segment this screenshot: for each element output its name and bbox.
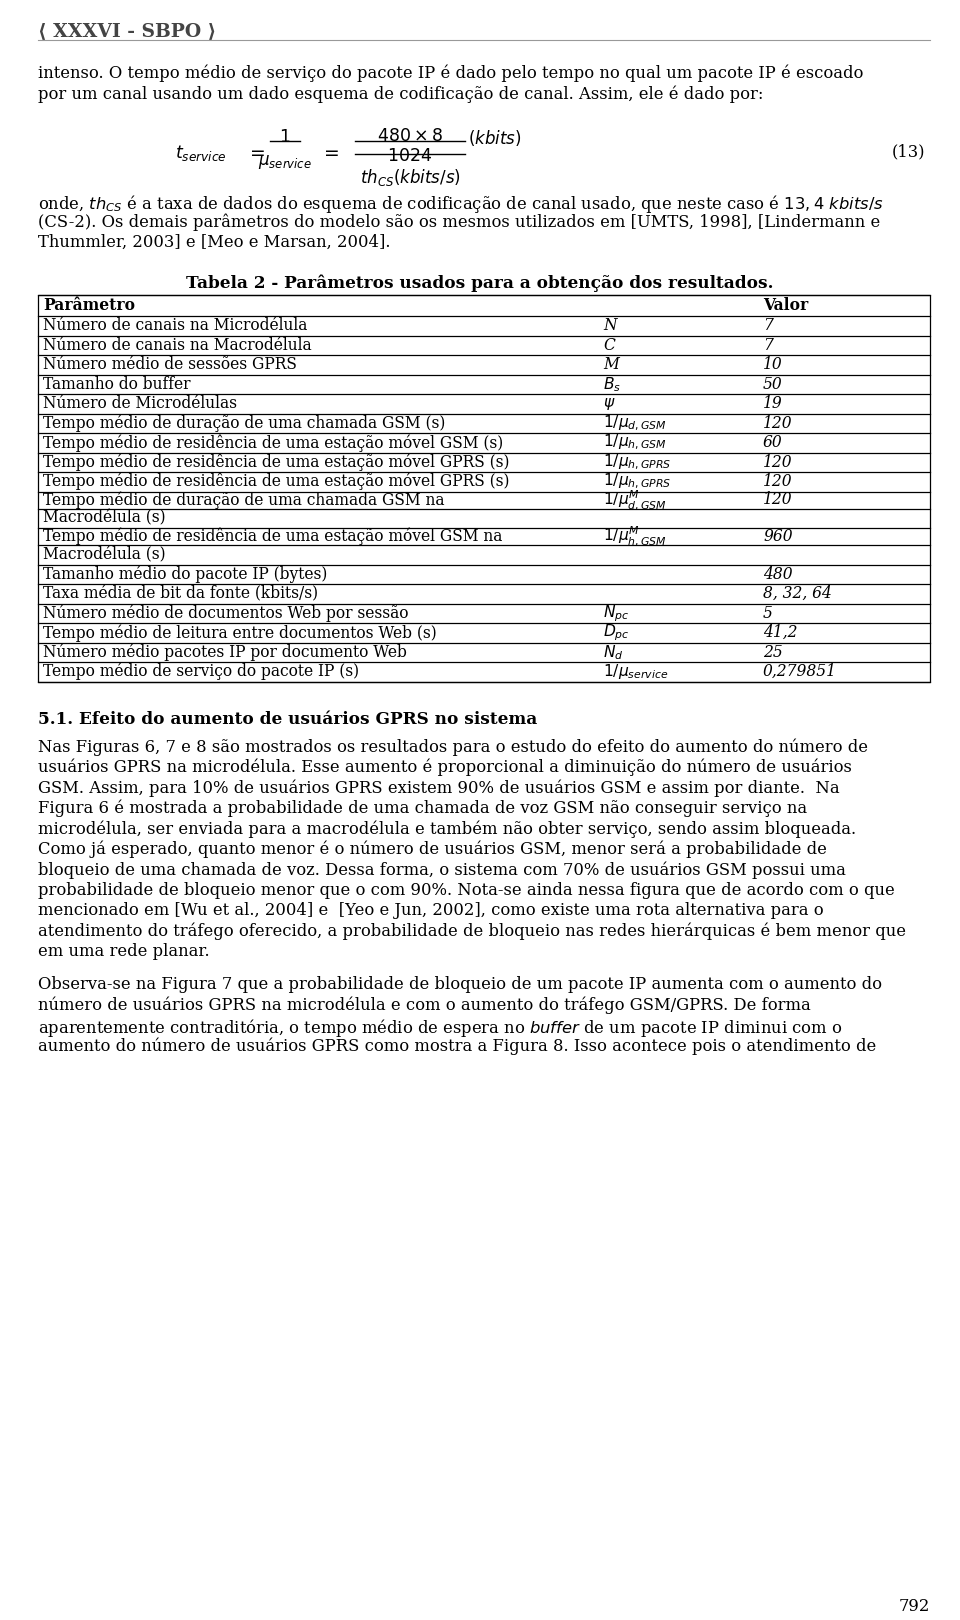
Text: $N_d$: $N_d$ <box>603 643 624 661</box>
Text: N: N <box>603 318 616 334</box>
Text: mencionado em [Wu et al., 2004] e  [Yeo e Jun, 2002], como existe uma rota alter: mencionado em [Wu et al., 2004] e [Yeo e… <box>38 902 824 919</box>
Text: Figura 6 é mostrada a probabilidade de uma chamada de voz GSM não conseguir serv: Figura 6 é mostrada a probabilidade de u… <box>38 800 807 816</box>
Text: Número médio pacotes IP por documento Web: Número médio pacotes IP por documento We… <box>43 643 407 661</box>
Text: $1/\mu_{h,GPRS}$: $1/\mu_{h,GPRS}$ <box>603 471 671 491</box>
Text: Tempo médio de residência de uma estação móvel GSM (s): Tempo médio de residência de uma estação… <box>43 434 503 452</box>
Text: 60: 60 <box>763 434 782 452</box>
Text: Tempo médio de residência de uma estação móvel GPRS (s): Tempo médio de residência de uma estação… <box>43 473 510 491</box>
Text: Tempo médio de leitura entre documentos Web (s): Tempo médio de leitura entre documentos … <box>43 624 437 642</box>
Text: $1/ \mu^{M}_{h,GSM}$: $1/ \mu^{M}_{h,GSM}$ <box>603 525 667 549</box>
Text: $t_{service}$: $t_{service}$ <box>175 143 227 164</box>
Text: Macrodélula (s): Macrodélula (s) <box>43 510 166 526</box>
Bar <box>38 295 930 682</box>
Text: $1$: $1$ <box>279 130 291 146</box>
Text: Macrodélula (s): Macrodélula (s) <box>43 546 166 564</box>
Text: aparentemente contraditória, o tempo médio de espera no $buffer$ de um pacote IP: aparentemente contraditória, o tempo méd… <box>38 1017 843 1038</box>
Text: $1/\mu_{h,GPRS}$: $1/\mu_{h,GPRS}$ <box>603 452 671 471</box>
Text: (13): (13) <box>892 143 925 160</box>
Text: 120: 120 <box>763 454 793 471</box>
Text: microdélula, ser enviada para a macrodélula e também não obter serviço, sendo as: microdélula, ser enviada para a macrodél… <box>38 820 856 838</box>
Text: $=$: $=$ <box>320 143 340 160</box>
Text: Taxa média de bit da fonte (kbits/s): Taxa média de bit da fonte (kbits/s) <box>43 585 318 603</box>
Text: $D_{pc}$: $D_{pc}$ <box>603 622 630 643</box>
Text: Tempo médio de serviço do pacote IP (s): Tempo médio de serviço do pacote IP (s) <box>43 663 359 680</box>
Text: $1/\mu_{h,GSM}$: $1/\mu_{h,GSM}$ <box>603 433 667 452</box>
Text: GSM. Assim, para 10% de usuários GPRS existem 90% de usuários GSM e assim por di: GSM. Assim, para 10% de usuários GPRS ex… <box>38 779 840 797</box>
Text: Número médio de sessões GPRS: Número médio de sessões GPRS <box>43 356 297 373</box>
Text: Valor: Valor <box>763 296 808 314</box>
Text: bloqueio de uma chamada de voz. Dessa forma, o sistema com 70% de usuários GSM p: bloqueio de uma chamada de voz. Dessa fo… <box>38 862 846 878</box>
Text: aumento do número de usuários GPRS como mostra a Figura 8. Isso acontece pois o : aumento do número de usuários GPRS como … <box>38 1037 876 1055</box>
Text: 7: 7 <box>763 337 773 353</box>
Text: Tabela 2 - Parâmetros usados para a obtenção dos resultados.: Tabela 2 - Parâmetros usados para a obte… <box>186 275 774 293</box>
Text: Número médio de documentos Web por sessão: Número médio de documentos Web por sessã… <box>43 604 409 622</box>
Text: usuários GPRS na microdélula. Esse aumento é proporcional a diminuição do número: usuários GPRS na microdélula. Esse aumen… <box>38 758 852 776</box>
Text: atendimento do tráfego oferecido, a probabilidade de bloqueio nas redes hierárqu: atendimento do tráfego oferecido, a prob… <box>38 923 906 940</box>
Text: $th_{CS}(kbits / s)$: $th_{CS}(kbits / s)$ <box>360 167 461 188</box>
Text: 41,2: 41,2 <box>763 624 798 642</box>
Text: Como já esperado, quanto menor é o número de usuários GSM, menor será a probabil: Como já esperado, quanto menor é o númer… <box>38 841 827 859</box>
Text: 10: 10 <box>763 356 782 373</box>
Text: $1/\mu_{d,GSM}$: $1/\mu_{d,GSM}$ <box>603 413 667 433</box>
Text: em uma rede planar.: em uma rede planar. <box>38 943 209 961</box>
Text: 5: 5 <box>763 604 773 622</box>
Text: $\psi$: $\psi$ <box>603 395 615 411</box>
Text: 5.1. Efeito do aumento de usuários GPRS no sistema: 5.1. Efeito do aumento de usuários GPRS … <box>38 711 538 729</box>
Text: número de usuários GPRS na microdélula e com o aumento do tráfego GSM/GPRS. De f: número de usuários GPRS na microdélula e… <box>38 996 811 1014</box>
Text: 120: 120 <box>763 473 793 491</box>
Text: 120: 120 <box>763 415 793 433</box>
Text: Observa-se na Figura 7 que a probabilidade de bloqueio de um pacote IP aumenta c: Observa-se na Figura 7 que a probabilida… <box>38 975 882 993</box>
Text: 480: 480 <box>763 565 793 583</box>
Text: Tamanho médio do pacote IP (bytes): Tamanho médio do pacote IP (bytes) <box>43 565 327 583</box>
Text: 50: 50 <box>763 376 782 392</box>
Text: onde, $th_{CS}$ é a taxa de dados do esquema de codificação de canal usado, que : onde, $th_{CS}$ é a taxa de dados do esq… <box>38 193 884 215</box>
Text: 120: 120 <box>763 491 793 509</box>
Text: $N_{pc}$: $N_{pc}$ <box>603 603 630 624</box>
Text: Número de Microdélulas: Número de Microdélulas <box>43 395 237 411</box>
Text: 25: 25 <box>763 643 782 661</box>
Text: Parâmetro: Parâmetro <box>43 296 135 314</box>
Text: probabilidade de bloqueio menor que o com 90%. Nota-se ainda nessa figura que de: probabilidade de bloqueio menor que o co… <box>38 881 895 899</box>
Text: 0,279851: 0,279851 <box>763 663 837 680</box>
Text: Tempo médio de duração de uma chamada GSM na: Tempo médio de duração de uma chamada GS… <box>43 491 444 509</box>
Text: 19: 19 <box>763 395 782 411</box>
Text: 8, 32, 64: 8, 32, 64 <box>763 585 832 603</box>
Text: Tempo médio de residência de uma estação móvel GSM na: Tempo médio de residência de uma estação… <box>43 528 502 546</box>
Text: 792: 792 <box>899 1597 930 1615</box>
Text: Thummler, 2003] e [Meo e Marsan, 2004].: Thummler, 2003] e [Meo e Marsan, 2004]. <box>38 233 391 251</box>
Text: $(kbits)$: $(kbits)$ <box>468 128 521 147</box>
Text: $B_s$: $B_s$ <box>603 374 621 394</box>
Text: $\mu_{service}$: $\mu_{service}$ <box>258 152 312 172</box>
Text: Tempo médio de duração de uma chamada GSM (s): Tempo médio de duração de uma chamada GS… <box>43 415 445 433</box>
Text: $1/ \mu^{M}_{d,GSM}$: $1/ \mu^{M}_{d,GSM}$ <box>603 488 667 512</box>
Text: Tempo médio de residência de uma estação móvel GPRS (s): Tempo médio de residência de uma estação… <box>43 454 510 471</box>
Text: 960: 960 <box>763 528 793 544</box>
Text: $1/\mu_{service}$: $1/\mu_{service}$ <box>603 663 668 682</box>
Text: 7: 7 <box>763 318 773 334</box>
Text: $1024$: $1024$ <box>388 147 433 165</box>
Text: Número de canais na Macrodélula: Número de canais na Macrodélula <box>43 337 312 353</box>
Text: Nas Figuras 6, 7 e 8 são mostrados os resultados para o estudo do efeito do aume: Nas Figuras 6, 7 e 8 são mostrados os re… <box>38 739 868 755</box>
Text: M: M <box>603 356 619 373</box>
Text: $=$: $=$ <box>246 143 265 160</box>
Text: (CS-2). Os demais parâmetros do modelo são os mesmos utilizados em [UMTS, 1998],: (CS-2). Os demais parâmetros do modelo s… <box>38 214 880 232</box>
Text: por um canal usando um dado esquema de codificação de canal. Assim, ele é dado p: por um canal usando um dado esquema de c… <box>38 86 763 104</box>
Text: $480 \times 8$: $480 \times 8$ <box>377 128 444 146</box>
Text: C: C <box>603 337 614 353</box>
Text: intenso. O tempo médio de serviço do pacote IP é dado pelo tempo no qual um paco: intenso. O tempo médio de serviço do pac… <box>38 65 863 83</box>
Text: ⟨ XXXVI - SBPO ⟩: ⟨ XXXVI - SBPO ⟩ <box>38 23 216 40</box>
Text: Número de canais na Microdélula: Número de canais na Microdélula <box>43 318 307 334</box>
Text: Tamanho do buffer: Tamanho do buffer <box>43 376 190 392</box>
